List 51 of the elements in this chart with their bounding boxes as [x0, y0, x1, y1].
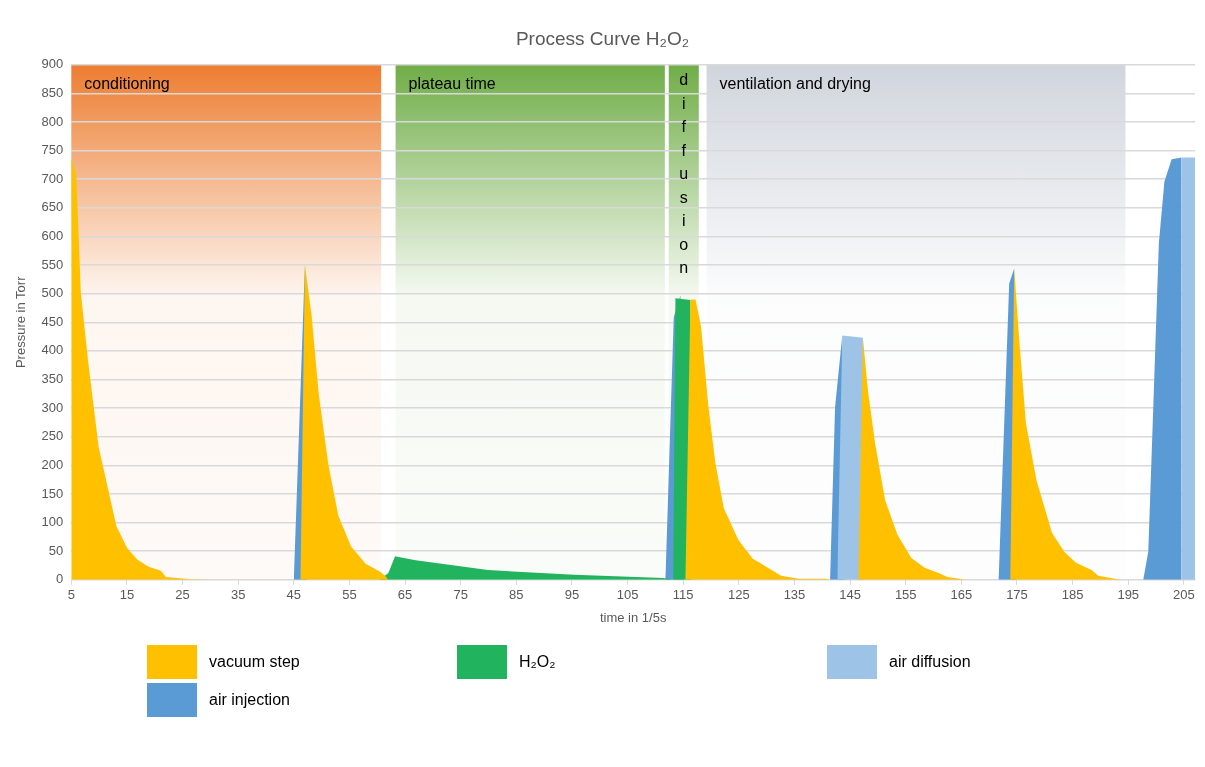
x-tick-label: 5	[67, 587, 75, 603]
y-tick-label: 550	[41, 256, 64, 272]
x-tick-label: 35	[230, 587, 246, 603]
x-axis-title: time in 1/5s	[599, 609, 667, 625]
text: diffusion	[679, 71, 689, 277]
band-label: conditioning	[84, 75, 170, 93]
y-tick-label: 900	[41, 56, 64, 72]
y-tick-label: 850	[41, 84, 64, 100]
x-tick-label: 115	[672, 587, 694, 603]
band-label: ventilation and drying	[719, 75, 871, 93]
y-axis-title: Pressure in Torr	[13, 275, 29, 369]
x-tick-label: 155	[894, 587, 917, 603]
x-tick-label: 185	[1061, 587, 1084, 603]
y-tick-label: 700	[41, 170, 64, 186]
x-tick-label: 45	[286, 587, 302, 603]
legend-label: air diffusion	[889, 653, 971, 671]
x-tick-label: 65	[397, 587, 413, 603]
y-tick-label: 750	[41, 142, 64, 158]
y-tick-label: 400	[41, 342, 64, 358]
y-tick-label: 100	[41, 514, 64, 530]
x-tick-label: 85	[509, 587, 524, 603]
x-tick-label: 25	[175, 587, 190, 603]
y-tick-label: 600	[41, 228, 64, 244]
x-tick-label: 165	[950, 587, 973, 603]
x-tick-label: 195	[1117, 587, 1140, 603]
y-tick-label: 200	[41, 456, 64, 472]
x-tick-label: 175	[1006, 587, 1028, 603]
y-tick-label: 350	[41, 371, 64, 387]
y-tick-label: 450	[41, 313, 64, 329]
y-tick-label: 150	[41, 485, 64, 501]
y-tick-label: 50	[48, 542, 64, 558]
x-tick-label: 105	[616, 587, 639, 603]
legend-label: vacuum step	[209, 653, 300, 671]
x-tick-label: 15	[119, 587, 135, 603]
y-tick-label: 650	[41, 199, 64, 215]
x-tick-label: 205	[1173, 587, 1195, 603]
legend-label: H₂O₂	[519, 653, 556, 671]
x-tick-label: 95	[564, 587, 580, 603]
x-tick-label: 145	[839, 587, 861, 603]
y-tick-label: 250	[41, 428, 64, 444]
band-label: plateau time	[408, 75, 496, 93]
x-tick-label: 135	[783, 587, 806, 603]
y-tick-label: 0	[56, 571, 64, 587]
x-tick-label: 75	[453, 587, 468, 603]
chart-title: Process Curve H₂O₂	[515, 27, 690, 49]
x-tick-label: 125	[727, 587, 750, 603]
y-tick-label: 300	[41, 399, 64, 415]
legend-label: air injection	[209, 691, 290, 709]
y-tick-label: 800	[41, 113, 64, 129]
y-tick-label: 500	[41, 285, 64, 301]
x-tick-label: 55	[342, 587, 357, 603]
